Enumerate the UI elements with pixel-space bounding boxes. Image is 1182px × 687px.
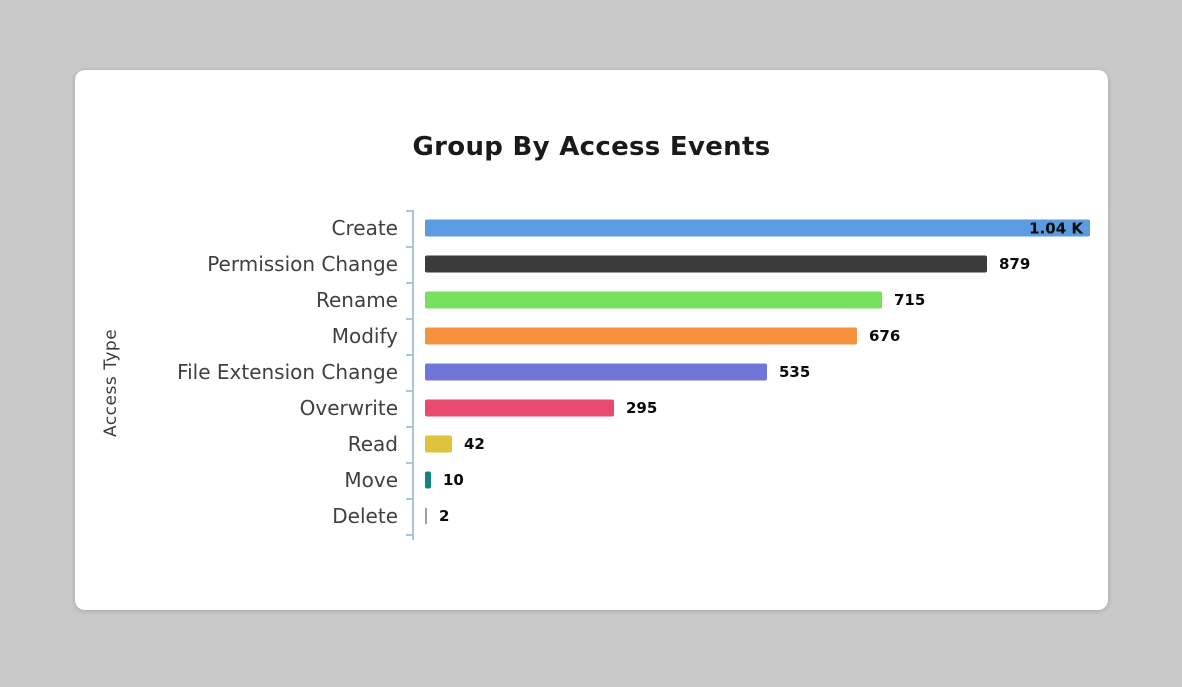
value-label: 676	[869, 327, 901, 345]
axis-tick	[406, 498, 414, 500]
category-label: Modify	[331, 324, 398, 348]
value-label: 10	[443, 471, 464, 489]
bar-read[interactable]	[425, 435, 452, 453]
bar-move[interactable]	[425, 471, 431, 489]
category-label: Permission Change	[207, 252, 398, 276]
axis-tick	[406, 462, 414, 464]
y-axis-line	[406, 210, 414, 540]
axis-tick	[406, 282, 414, 284]
category-label: Create	[331, 216, 398, 240]
bar-permission-change[interactable]	[425, 255, 987, 273]
value-label: 295	[626, 399, 658, 417]
bar-row: Overwrite 295	[75, 390, 1108, 426]
axis-tick	[406, 318, 414, 320]
axis-tick	[406, 354, 414, 356]
bar-create[interactable]: 1.04 K	[425, 219, 1090, 237]
category-label: Rename	[315, 288, 398, 312]
bar-file-extension-change[interactable]	[425, 363, 767, 381]
bar-track: 1.04 K	[425, 210, 1108, 246]
bar-row: Delete 2	[75, 498, 1108, 534]
bar-track: 2	[425, 498, 1108, 534]
bar-track: 535	[425, 354, 1108, 390]
value-label: 879	[999, 255, 1031, 273]
bar-modify[interactable]	[425, 327, 857, 345]
bar-row: Rename 715	[75, 282, 1108, 318]
bar-track: 295	[425, 390, 1108, 426]
value-label: 535	[779, 363, 811, 381]
bar-track: 42	[425, 426, 1108, 462]
category-label: Move	[344, 468, 398, 492]
axis-tick	[406, 246, 414, 248]
axis-tick	[406, 534, 414, 536]
category-label: Delete	[332, 504, 398, 528]
value-label: 42	[464, 435, 485, 453]
bar-delete[interactable]	[425, 507, 427, 525]
bar-track: 676	[425, 318, 1108, 354]
bar-row: File Extension Change 535	[75, 354, 1108, 390]
category-label: Read	[347, 432, 398, 456]
bar-chart: Create 1.04 K Permission Change 879 Rename 71…	[75, 210, 1108, 540]
bar-row: Create 1.04 K	[75, 210, 1108, 246]
bar-row: Modify 676	[75, 318, 1108, 354]
value-label: 2	[439, 507, 450, 525]
bar-track: 10	[425, 462, 1108, 498]
bar-row: Read 42	[75, 426, 1108, 462]
bar-track: 715	[425, 282, 1108, 318]
bar-row: Move 10	[75, 462, 1108, 498]
category-label: File Extension Change	[177, 360, 398, 384]
value-label: 1.04 K	[1029, 219, 1083, 237]
value-label: 715	[894, 291, 926, 309]
bar-track: 879	[425, 246, 1108, 282]
bar-overwrite[interactable]	[425, 399, 614, 417]
chart-title: Group By Access Events	[412, 132, 771, 162]
axis-tick	[406, 390, 414, 392]
bar-row: Permission Change 879	[75, 246, 1108, 282]
bar-rename[interactable]	[425, 291, 882, 309]
axis-tick	[406, 426, 414, 428]
category-label: Overwrite	[299, 396, 398, 420]
chart-card: Group By Access Events Access Type Creat…	[75, 70, 1108, 610]
axis-tick	[406, 210, 414, 212]
